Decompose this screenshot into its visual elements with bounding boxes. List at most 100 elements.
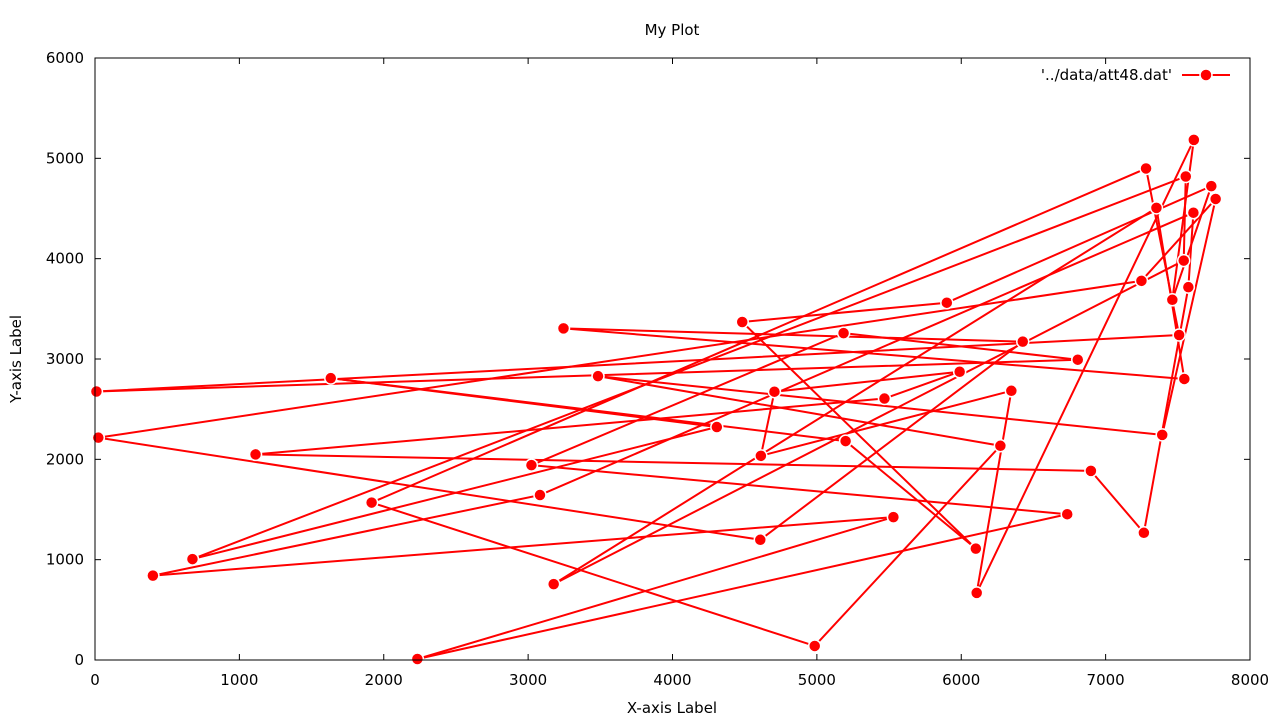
data-point xyxy=(969,541,983,556)
x-tick-label: 3000 xyxy=(509,671,547,689)
x-tick-label: 8000 xyxy=(1231,671,1269,689)
data-point xyxy=(886,510,901,524)
data-point xyxy=(1177,372,1192,386)
data-point xyxy=(410,652,425,666)
x-tick-label: 4000 xyxy=(653,671,691,689)
data-point xyxy=(993,439,1008,453)
data-point xyxy=(754,449,768,463)
series-segment xyxy=(1171,185,1213,301)
series-segment xyxy=(1089,469,1145,534)
x-tick-label: 1000 xyxy=(220,671,258,689)
data-point xyxy=(524,458,539,472)
data-point xyxy=(146,568,160,583)
series-segment xyxy=(562,327,1186,380)
data-point xyxy=(1155,428,1169,442)
data-point xyxy=(1204,179,1219,193)
series-segment xyxy=(562,327,1024,343)
series-segment xyxy=(773,370,961,393)
data-point xyxy=(185,552,200,566)
series-segment xyxy=(813,444,1002,647)
data-point xyxy=(767,384,782,399)
series-segment xyxy=(151,516,895,577)
data-point xyxy=(89,384,104,399)
series-segment xyxy=(597,375,1164,436)
data-point xyxy=(1060,507,1074,521)
series-segment xyxy=(1145,167,1181,337)
data-point xyxy=(1181,280,1196,294)
series-segment xyxy=(97,436,762,541)
data-point xyxy=(364,495,379,510)
data-point xyxy=(1208,192,1223,206)
x-tick-label: 6000 xyxy=(942,671,980,689)
y-tick-label: 0 xyxy=(74,651,84,669)
series-segment xyxy=(530,332,845,467)
data-point xyxy=(710,420,724,434)
series-segment xyxy=(416,513,1069,660)
data-point xyxy=(591,369,605,383)
series-segment xyxy=(97,279,1143,439)
data-point xyxy=(1137,526,1151,540)
series-segment xyxy=(1140,197,1217,282)
series-segment xyxy=(883,370,961,400)
data-point xyxy=(735,315,749,329)
data-point xyxy=(836,326,851,340)
series-lines xyxy=(95,138,1217,660)
data-point xyxy=(546,577,561,591)
y-axis-label: Y-axis Label xyxy=(7,315,25,404)
data-point xyxy=(1004,384,1019,398)
data-point xyxy=(1134,274,1149,288)
series-segment xyxy=(254,453,1092,472)
x-axis-label: X-axis Label xyxy=(627,699,717,717)
data-point xyxy=(1084,464,1098,478)
data-point xyxy=(1186,205,1201,220)
series-segment xyxy=(95,358,1079,393)
series-segment xyxy=(1161,197,1217,436)
series-segment xyxy=(151,494,541,577)
series-segment xyxy=(975,389,1013,594)
series-points xyxy=(89,133,1223,666)
y-tick-label: 3000 xyxy=(46,350,84,368)
data-point xyxy=(940,295,954,310)
x-tick-label: 5000 xyxy=(798,671,836,689)
data-point xyxy=(91,430,106,445)
series-segment xyxy=(329,377,718,429)
series-segment xyxy=(530,464,1069,516)
x-tick-label: 7000 xyxy=(1087,671,1125,689)
series-segment xyxy=(416,516,895,660)
chart-title: My Plot xyxy=(645,21,700,39)
legend-label: '../data/att48.dat' xyxy=(1041,66,1172,84)
data-point xyxy=(1172,328,1186,342)
series-segment xyxy=(842,332,1079,361)
y-tick-label: 1000 xyxy=(46,551,84,569)
series-segment xyxy=(370,167,1148,504)
series-segment xyxy=(945,185,1213,304)
y-tick-label: 4000 xyxy=(46,250,84,268)
series-segment xyxy=(597,375,1002,447)
data-point xyxy=(877,391,892,406)
data-point xyxy=(1187,133,1201,147)
legend-marker xyxy=(1199,68,1213,82)
data-point xyxy=(969,586,984,600)
data-point xyxy=(1139,161,1153,176)
data-point xyxy=(1149,201,1164,215)
series-segment xyxy=(1171,138,1195,301)
series-segment xyxy=(95,334,1181,393)
series-segment xyxy=(370,501,816,647)
series-segment xyxy=(1142,286,1190,534)
series-segment xyxy=(1182,175,1187,262)
y-tick-label: 2000 xyxy=(46,450,84,468)
data-point xyxy=(1071,352,1085,367)
series-segment xyxy=(759,389,1013,457)
series-segment xyxy=(741,301,948,323)
data-point xyxy=(1176,253,1191,268)
series-segment xyxy=(191,175,1187,561)
tick-labels: 0 1000 2000 3000 4000 5000 6000 7000 8000 0 1000 20… xyxy=(46,49,1269,689)
data-point xyxy=(1179,169,1193,184)
series-segment xyxy=(759,390,776,457)
data-point xyxy=(838,434,853,448)
x-tick-label: 2000 xyxy=(365,671,403,689)
data-point xyxy=(556,321,571,336)
y-tick-label: 5000 xyxy=(46,149,84,167)
data-point xyxy=(1165,293,1180,307)
